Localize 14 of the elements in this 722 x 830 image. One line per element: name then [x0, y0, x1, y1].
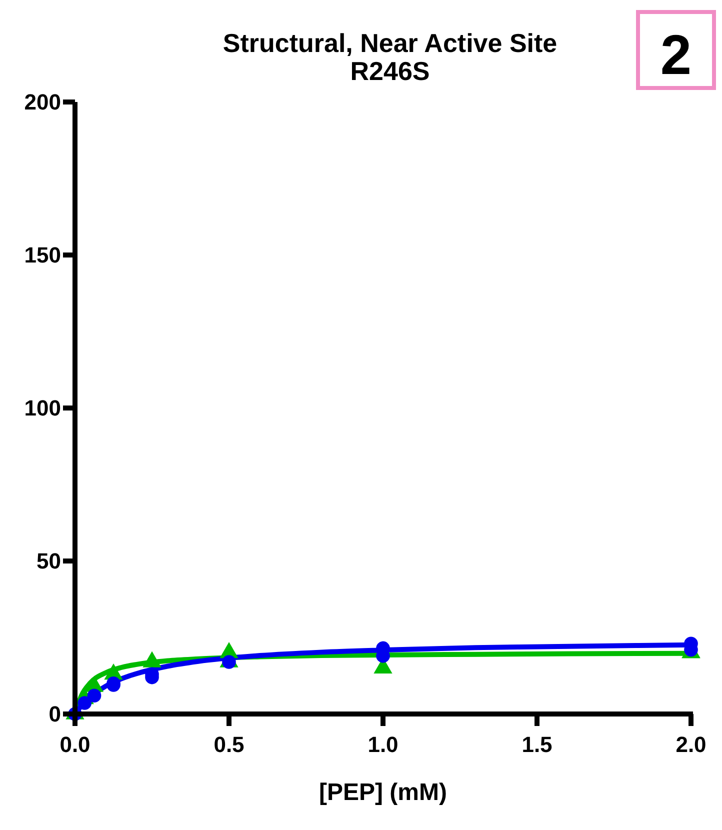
- text: 2: [660, 23, 692, 86]
- x-tick-label: 0.5: [214, 732, 244, 757]
- x-tick-label: 1.0: [368, 732, 398, 757]
- x-tick-label: 0.0: [60, 732, 90, 757]
- y-tick-label: 50: [36, 548, 61, 574]
- y-tick-label: 0: [48, 702, 61, 727]
- chart-subtitle: R246S: [350, 56, 430, 86]
- y-tick-label: 200: [24, 90, 61, 115]
- x-tick-label: 2.0: [676, 732, 706, 757]
- y-tick-label: 150: [24, 242, 61, 268]
- y-tick-label: 100: [24, 396, 61, 421]
- x-tick-label: 1.5: [522, 732, 552, 757]
- chart-title: Structural, Near Active Site: [222, 28, 558, 58]
- x-axis-title: [PEP] (mM): [319, 779, 447, 806]
